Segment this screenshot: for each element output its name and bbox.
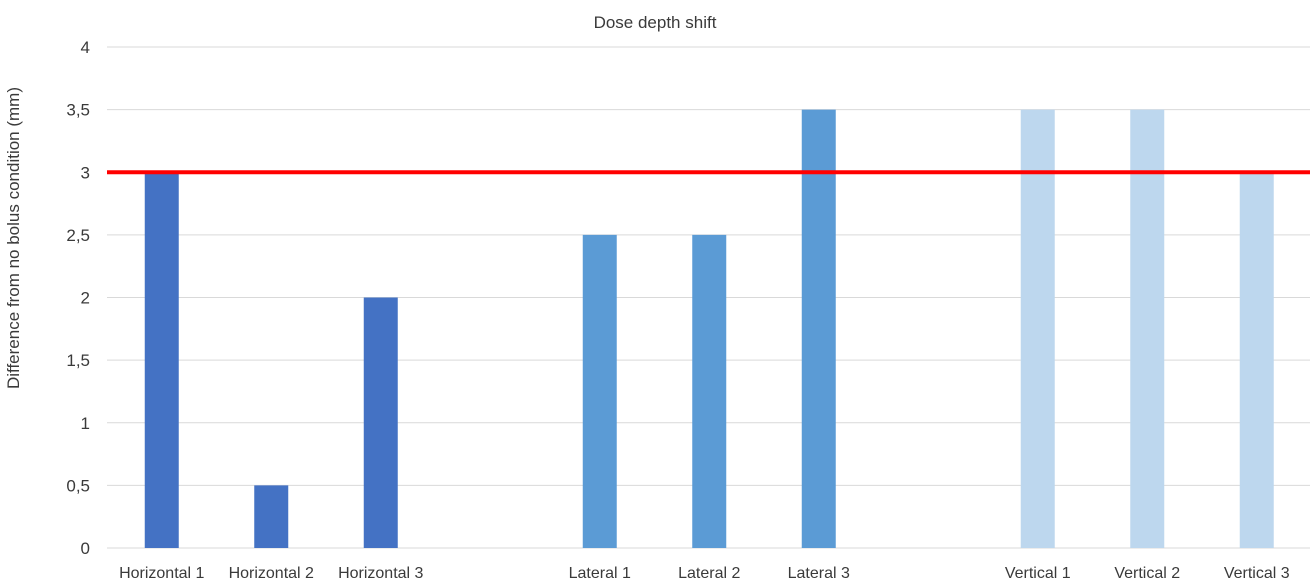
bar (144, 172, 179, 548)
x-tick-label: Vertical 1 (1005, 565, 1071, 582)
bar (692, 234, 727, 548)
x-tick-label: Horizontal 2 (229, 565, 314, 582)
y-tick-label: 0,5 (66, 476, 90, 495)
bar (1020, 109, 1055, 548)
bar (254, 485, 289, 548)
x-tick-label: Horizontal 3 (338, 565, 423, 582)
chart-title: Dose depth shift (593, 13, 717, 32)
y-tick-label: 1,5 (66, 351, 90, 370)
y-tick-label: 1 (81, 414, 90, 433)
y-tick-label: 4 (81, 38, 90, 57)
x-tick-label: Vertical 3 (1224, 565, 1290, 582)
x-tick-label: Lateral 2 (678, 565, 740, 582)
x-tick-label: Vertical 2 (1114, 565, 1180, 582)
y-tick-label: 3 (81, 163, 90, 182)
y-tick-label: 2,5 (66, 226, 90, 245)
x-tick-label: Lateral 1 (569, 565, 631, 582)
bar (801, 109, 836, 548)
bar (1130, 109, 1165, 548)
y-tick-label: 0 (81, 539, 90, 558)
y-tick-label: 3,5 (66, 101, 90, 120)
bar (582, 234, 617, 548)
bar (363, 297, 398, 548)
y-tick-label: 2 (81, 289, 90, 308)
x-tick-label: Horizontal 1 (119, 565, 204, 582)
x-tick-label: Lateral 3 (788, 565, 850, 582)
bar (1239, 172, 1274, 548)
